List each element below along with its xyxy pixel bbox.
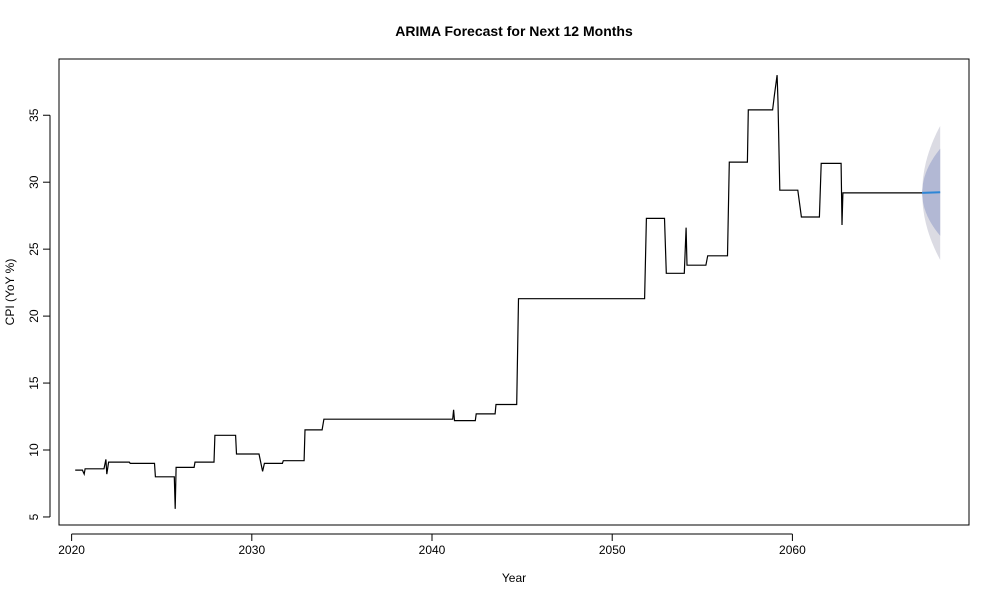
y-tick-label-30: 30 bbox=[27, 175, 41, 189]
y-tick-label-10: 10 bbox=[27, 443, 41, 457]
x-tick-label-2020: 2020 bbox=[58, 543, 85, 557]
chart-title: ARIMA Forecast for Next 12 Months bbox=[395, 23, 633, 39]
y-tick-label-5: 5 bbox=[27, 513, 41, 520]
y-tick-label-15: 15 bbox=[27, 376, 41, 390]
y-tick-label-20: 20 bbox=[27, 309, 41, 323]
x-tick-label-2050: 2050 bbox=[599, 543, 626, 557]
series-line-forecast bbox=[922, 192, 940, 193]
x-tick-label-2030: 2030 bbox=[238, 543, 265, 557]
x-tick-label-2060: 2060 bbox=[779, 543, 806, 557]
x-axis-label: Year bbox=[502, 571, 526, 585]
y-axis-label: CPI (YoY %) bbox=[3, 259, 17, 326]
y-tick-label-25: 25 bbox=[27, 242, 41, 256]
x-tick-label-2040: 2040 bbox=[419, 543, 446, 557]
y-tick-label-35: 35 bbox=[27, 108, 41, 122]
